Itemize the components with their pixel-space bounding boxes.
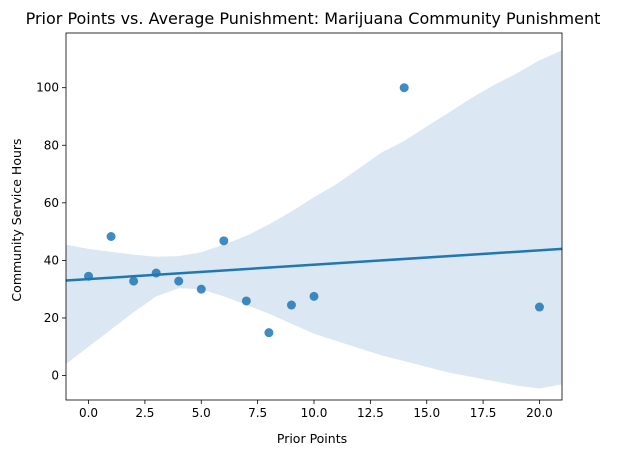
x-tick-label: 20.0 [526, 406, 553, 420]
data-point [534, 302, 544, 312]
data-point [106, 232, 116, 242]
y-tick-label: 100 [36, 81, 59, 95]
y-tick-label: 0 [51, 369, 59, 383]
x-axis-label: Prior Points [277, 431, 347, 446]
data-point [151, 268, 161, 278]
confidence-band [66, 50, 562, 389]
y-tick-label: 20 [44, 311, 59, 325]
x-tick-label: 15.0 [413, 406, 440, 420]
x-tick-label: 12.5 [357, 406, 384, 420]
x-tick-label: 10.0 [301, 406, 328, 420]
data-point [264, 328, 274, 338]
x-tick-label: 0.0 [79, 406, 98, 420]
data-point [129, 276, 139, 286]
data-point [399, 83, 409, 93]
y-tick-label: 80 [44, 138, 59, 152]
data-point [286, 300, 296, 310]
regression-line [66, 247, 562, 282]
x-tick-label: 7.5 [248, 406, 267, 420]
data-point [309, 291, 319, 301]
data-point [84, 271, 94, 281]
data-point [174, 276, 184, 286]
data-point [219, 236, 229, 246]
data-point [196, 284, 206, 294]
x-tick-label: 5.0 [192, 406, 211, 420]
data-point [241, 296, 251, 306]
y-axis-label: Community Service Hours [9, 138, 24, 301]
x-tick-label: 17.5 [470, 406, 497, 420]
y-tick-label: 40 [44, 253, 59, 267]
chart-title: Prior Points vs. Average Punishment: Mar… [26, 9, 601, 28]
x-tick-label: 2.5 [135, 406, 154, 420]
y-tick-label: 60 [44, 196, 59, 210]
